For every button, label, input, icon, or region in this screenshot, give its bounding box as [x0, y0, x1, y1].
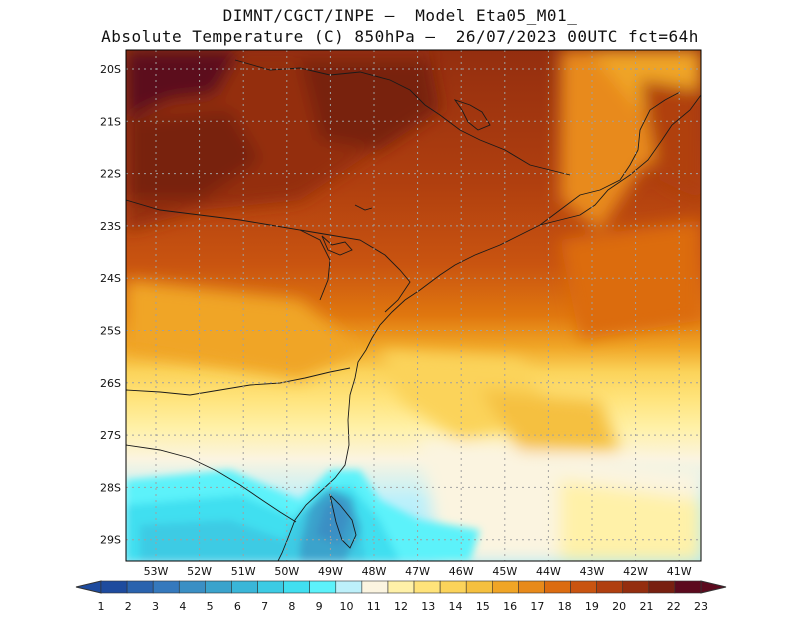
map-title-line-2: Absolute Temperature (C) 850hPa – 26/07/…	[101, 27, 699, 46]
map-frame	[125, 49, 702, 562]
state-border-pr-sc	[126, 367, 351, 396]
colorbar-cell	[178, 580, 206, 594]
lon-label: 46W	[449, 565, 474, 578]
lon-label: 50W	[274, 565, 299, 578]
colorbar-cell	[205, 580, 232, 594]
colorbar-cell	[335, 580, 363, 594]
colorbar-cell	[100, 580, 128, 594]
colorbar-cell	[596, 580, 624, 594]
lon-label: 44W	[536, 565, 561, 578]
inland-lake-2	[321, 235, 353, 256]
colorbar-cell	[126, 580, 154, 594]
colorbar-label: 18	[558, 600, 572, 613]
state-border-rj	[539, 91, 681, 226]
lagoon-patos	[329, 493, 357, 549]
colorbar-left-arrow	[75, 580, 102, 594]
colorbar-cell	[518, 580, 545, 594]
colorbar-label: 10	[339, 600, 353, 613]
colorbar-label: 16	[503, 600, 517, 613]
state-border-sp-pr	[299, 229, 411, 313]
colorbar: 1 2 3 4 5 6 7 8 9 10 11 12 13 14 15 16 17 18 19 20 21 22 23	[75, 580, 727, 613]
colorbar-label: 17	[530, 600, 544, 613]
lon-label: 42W	[623, 565, 648, 578]
graticule	[126, 50, 701, 561]
colorbar-cell	[544, 580, 571, 594]
colorbar-cell	[309, 580, 337, 594]
lon-label: 53W	[144, 565, 169, 578]
colorbar-cell	[492, 580, 519, 594]
colorbar-cell	[570, 580, 597, 594]
colorbar-label: 7	[261, 600, 268, 613]
lat-label: 24S	[100, 272, 121, 285]
colorbar-label: 9	[316, 600, 323, 613]
colorbar-label: 14	[449, 600, 463, 613]
lat-label: 20S	[100, 63, 121, 76]
colorbar-label: 19	[585, 600, 599, 613]
temperature-field	[126, 50, 701, 561]
colorbar-cell	[387, 580, 415, 594]
lat-label: 26S	[100, 377, 121, 390]
lon-label: 52W	[187, 565, 212, 578]
colorbar-label: 15	[476, 600, 490, 613]
colorbar-label: 6	[234, 600, 241, 613]
lat-label: 28S	[100, 481, 121, 494]
lon-label: 47W	[405, 565, 430, 578]
lat-label: 23S	[100, 220, 121, 233]
colorbar-right-arrow	[700, 580, 727, 594]
colorbar-label: 21	[639, 600, 653, 613]
state-border-sc-rs	[126, 444, 297, 523]
colorbar-label: 3	[152, 600, 159, 613]
state-border-ms-pr	[126, 199, 331, 301]
colorbar-cell	[648, 580, 676, 594]
lon-label: 43W	[580, 565, 605, 578]
map-title-line-1: DIMNT/CGCT/INPE – Model Eta05_M01_	[222, 6, 578, 25]
colorbar-cell	[413, 580, 441, 594]
lat-label: 21S	[100, 115, 121, 128]
lat-label: 29S	[100, 534, 121, 547]
colorbar-label: 20	[612, 600, 626, 613]
colorbar-cell	[283, 580, 310, 594]
colorbar-label: 1	[98, 600, 105, 613]
lon-label: 45W	[492, 565, 517, 578]
latitude-labels: 20S 21S 22S 23S 24S 25S 26S 27S 28S 29S	[100, 63, 121, 547]
lon-label: 49W	[318, 565, 343, 578]
lon-label: 51W	[231, 565, 256, 578]
lon-label: 41W	[667, 565, 692, 578]
state-border-mg-sp	[234, 59, 571, 176]
lat-label: 27S	[100, 429, 121, 442]
colorbar-cell	[439, 580, 467, 594]
longitude-labels: 53W 52W 51W 50W 49W 48W 47W 46W 45W 44W 43W 42W 41W	[144, 565, 692, 578]
colorbar-cell	[361, 580, 389, 594]
lat-label: 25S	[100, 325, 121, 338]
colorbar-label: 11	[367, 600, 381, 613]
colorbar-label: 22	[667, 600, 681, 613]
colorbar-cell	[257, 580, 284, 594]
inland-lake-1	[453, 99, 491, 131]
colorbar-label: 8	[288, 600, 295, 613]
lat-label: 22S	[100, 168, 121, 181]
inland-lake-3	[354, 204, 373, 211]
colorbar-cell	[674, 580, 702, 594]
colorbar-label: 23	[694, 600, 708, 613]
colorbar-cell	[622, 580, 650, 594]
colorbar-label: 2	[125, 600, 132, 613]
colorbar-label: 12	[394, 600, 408, 613]
lon-label: 48W	[362, 565, 387, 578]
colorbar-cell	[231, 580, 258, 594]
colorbar-label: 5	[207, 600, 214, 613]
colorbar-cell	[465, 580, 493, 594]
colorbar-cell	[152, 580, 180, 594]
colorbar-label: 13	[421, 600, 435, 613]
colorbar-label: 4	[179, 600, 186, 613]
